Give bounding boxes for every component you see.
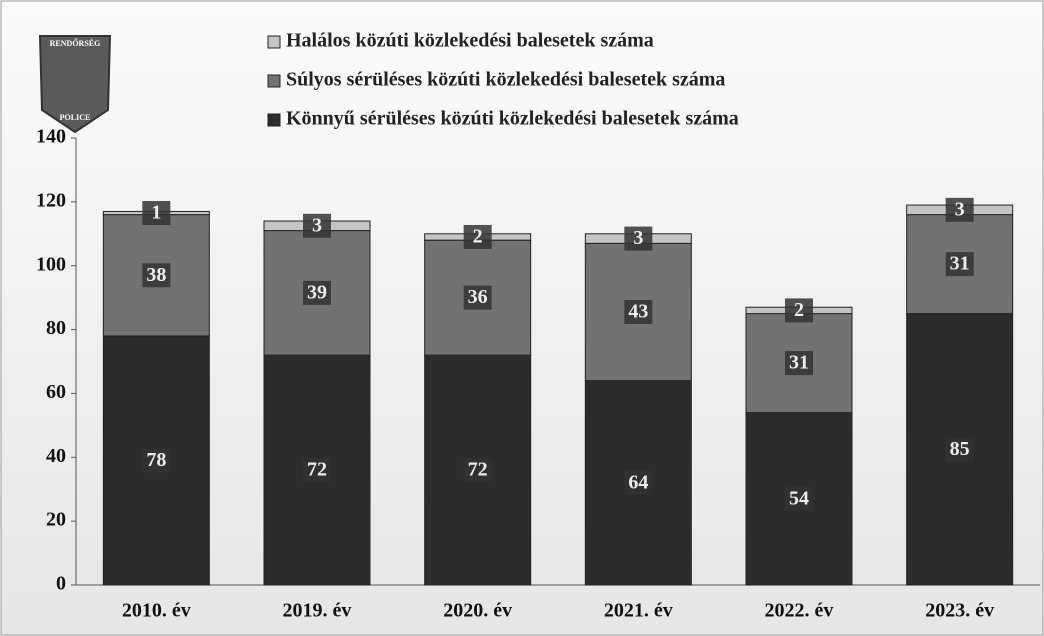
value-label: 3 [955, 198, 965, 220]
value-label: 31 [950, 253, 970, 275]
value-label: 64 [628, 471, 648, 493]
legend-marker [268, 36, 280, 48]
value-label: 39 [307, 281, 327, 303]
value-label: 72 [468, 459, 488, 481]
x-tick-label: 2020. év [443, 600, 512, 622]
legend-label: Súlyos sérüléses közúti közlekedési bale… [286, 69, 725, 91]
value-label: 85 [950, 438, 970, 460]
y-tick-label: 20 [46, 509, 66, 531]
logo-bottom: POLICE [60, 113, 91, 122]
value-label: 72 [307, 459, 327, 481]
value-label: 1 [151, 202, 161, 224]
legend-label: Halálos közúti közlekedési balesetek szá… [286, 30, 654, 52]
legend-label: Könnyű sérüléses közúti közlekedési bale… [286, 108, 739, 130]
value-label: 3 [633, 227, 643, 249]
x-tick-label: 2019. év [283, 600, 352, 622]
y-tick-label: 100 [36, 253, 66, 275]
value-label: 31 [789, 352, 809, 374]
page: RENDŐRSÉG POLICE 0 20 40 60 80 100 120 140 Halál… [0, 0, 1044, 636]
y-tick-label: 120 [36, 189, 66, 211]
value-label: 38 [146, 264, 166, 286]
x-tick-label: 2022. év [765, 600, 834, 622]
y-tick-label: 60 [46, 381, 66, 403]
y-tick-label: 80 [46, 317, 66, 339]
value-label: 2 [473, 226, 483, 248]
legend-marker [268, 114, 280, 126]
x-tick-label: 2023. év [925, 600, 994, 622]
y-tick-label: 140 [36, 126, 66, 148]
y-tick-label: 40 [46, 445, 66, 467]
logo-top: RENDŐRSÉG [50, 38, 101, 48]
x-tick-label: 2010. év [122, 600, 191, 622]
value-label: 78 [146, 449, 166, 471]
y-tick-label: 0 [56, 573, 66, 595]
value-label: 54 [789, 487, 809, 509]
value-label: 2 [794, 299, 804, 321]
chart: RENDŐRSÉG POLICE 0 20 40 60 80 100 120 140 Halál… [0, 0, 1044, 636]
x-tick-label: 2021. év [604, 600, 673, 622]
legend-marker [268, 75, 280, 87]
value-label: 36 [468, 286, 488, 308]
value-label: 3 [312, 214, 322, 236]
value-label: 43 [628, 301, 648, 323]
